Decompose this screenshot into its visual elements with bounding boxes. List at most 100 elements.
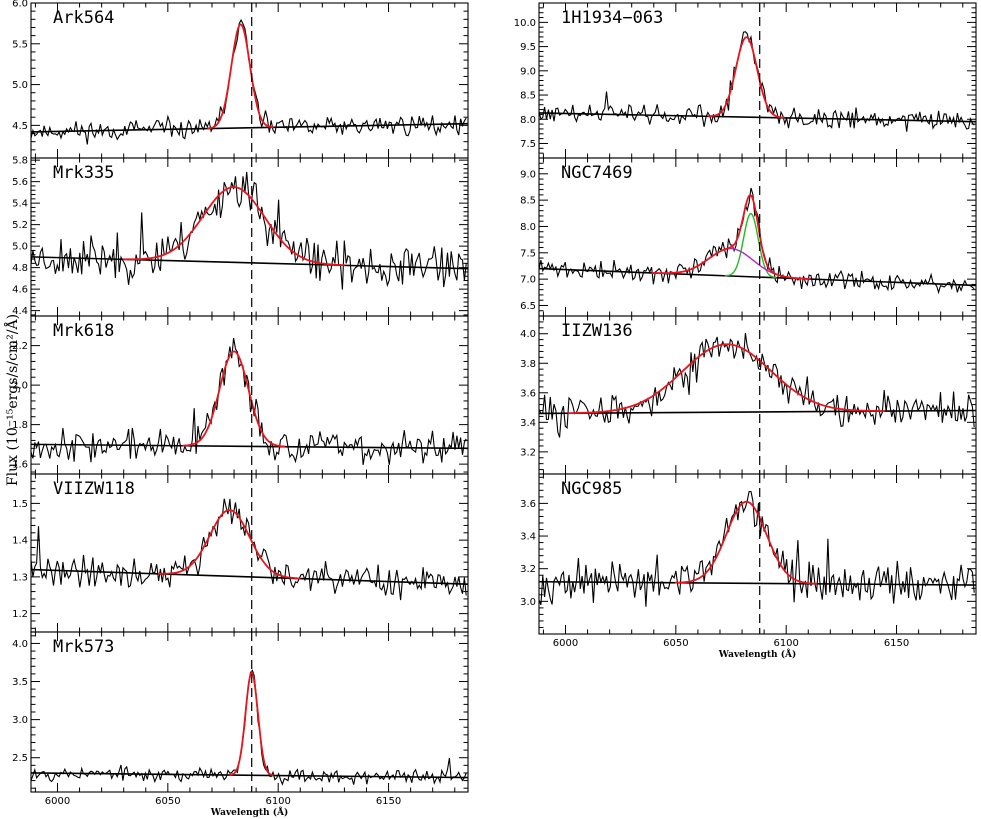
y-tick-label: 4.5: [12, 121, 28, 132]
y-tick-label: 8.5: [520, 196, 536, 207]
gaussian-fit: [675, 500, 818, 585]
spectrum-panel-6: 7.5 8.0 8.5 9.0 9.5 10.0 1H1934−063: [514, 2, 977, 159]
y-tick-label: 1.3: [12, 572, 28, 583]
panel-title: Mrk335: [53, 163, 114, 183]
panel-frame: [538, 473, 977, 635]
y-tick-label: 5.4: [12, 199, 28, 210]
y-tick-label: 5.0: [12, 242, 28, 253]
panel-title: IIZW136: [561, 321, 633, 341]
y-tick-label: 3.8: [520, 359, 536, 370]
y-tick-label: 3.0: [12, 715, 28, 726]
spectrum-line: [539, 490, 975, 607]
y-tick-label: 6.5: [520, 301, 536, 312]
plot-area: [539, 31, 976, 132]
spectrum-panel-2: 4.4 4.6 4.8 5.0 5.2 5.4 5.6 5.8 Mrk335: [12, 156, 469, 317]
y-tick-label: 3.6: [520, 388, 536, 399]
y-tick-label: 3.2: [520, 564, 536, 575]
y-tick-label: 1.8: [12, 420, 28, 431]
y-tick-label: 6.0: [12, 0, 28, 10]
gaussian-fit: [229, 670, 274, 777]
spectrum-line: [31, 171, 467, 290]
y-tick-label: 7.5: [520, 139, 536, 150]
spectrum-panel-4: 1.2 1.3 1.4 1.5 VIIZW118: [12, 473, 469, 633]
gaussian-fit: [567, 343, 886, 415]
y-tick-label: 9.5: [520, 42, 536, 53]
y-tick-label: 5.2: [12, 220, 28, 231]
x-axis-label: Wavelength (Å): [210, 806, 288, 818]
y-tick-label: 3.5: [12, 677, 28, 688]
x-tick-label: 6000: [553, 638, 578, 649]
spectrum-panel-1: 4.5 5.0 5.5 6.0 Ark564: [12, 0, 469, 159]
y-tick-label: 7.0: [520, 275, 536, 286]
spectrum-line: [539, 333, 975, 438]
x-tick-label: 6050: [663, 638, 688, 649]
gaussian-fit: [182, 350, 286, 448]
y-tick-label: 4.6: [12, 285, 28, 296]
continuum-line: [539, 409, 976, 415]
spectrum-panel-9: 3.0 3.2 3.4 3.6 NGC985 6000 6050 6100 6150 Wavele…: [520, 473, 977, 660]
x-tick-label: 6100: [773, 638, 798, 649]
y-tick-label: 3.2: [520, 447, 536, 458]
panel-title: NGC7469: [561, 163, 633, 183]
y-tick-label: 9.0: [520, 66, 536, 77]
x-tick-label: 6100: [265, 796, 290, 807]
y-tick-label: 8.0: [520, 222, 536, 233]
spectrum-panel-7: 6.5 7.0 7.5 8.0 8.5 9.0 NGC7469: [520, 157, 977, 317]
component-gaussian-1: [724, 212, 777, 279]
y-tick-label: 5.5: [12, 39, 28, 50]
y-tick-label: 3.4: [520, 418, 536, 429]
spectrum-panel-8: 3.2 3.4 3.6 3.8 4.0 IIZW136: [520, 315, 977, 475]
y-tick-label: 4.4: [12, 306, 28, 317]
gaussian-fit: [207, 23, 274, 130]
y-tick-label: 9.0: [520, 169, 536, 180]
plot-area: [31, 498, 468, 601]
spectrum-line: [31, 498, 467, 601]
continuum-line: [31, 122, 468, 133]
panel-title: Mrk618: [53, 321, 114, 341]
plot-area: [539, 490, 976, 607]
y-tick-label: 8.0: [520, 115, 536, 126]
y-tick-label: 5.0: [12, 80, 28, 91]
y-tick-label: 4.8: [12, 263, 28, 274]
x-tick-label: 6050: [155, 796, 180, 807]
y-tick-label: 1.6: [12, 460, 28, 471]
y-tick-label: 2.0: [12, 381, 28, 392]
continuum-line: [539, 267, 976, 287]
y-tick-label: 10.0: [514, 18, 536, 29]
gaussian-fit: [122, 186, 345, 267]
spectrum-line: [31, 337, 467, 465]
y-tick-label: 1.2: [12, 609, 28, 620]
plot-area: [31, 337, 468, 465]
y-tick-label: 2.5: [12, 753, 28, 764]
y-tick-label: 1.5: [12, 499, 28, 510]
plot-area: [539, 187, 976, 295]
y-tick-label: 7.5: [520, 248, 536, 259]
y-tick-label: 5.8: [12, 156, 28, 167]
continuum-line: [539, 112, 976, 123]
y-tick-label: 1.4: [12, 536, 28, 547]
plot-area: [539, 333, 976, 438]
continuum-line: [31, 443, 468, 450]
x-tick-label: 6150: [884, 638, 909, 649]
y-axis-label: Flux (10⁻¹⁵ergs/s/cm²/Å): [3, 314, 21, 486]
continuum-line: [31, 256, 468, 270]
continuum-line: [31, 772, 468, 779]
x-tick-label: 6000: [45, 796, 70, 807]
y-tick-label: 3.0: [520, 597, 536, 608]
panel-title: NGC985: [561, 479, 622, 499]
spectrum-panel-3: 1.6 1.8 2.0 2.2 Mrk618: [12, 315, 469, 475]
panel-title: Mrk573: [53, 637, 114, 657]
panel-title: Ark564: [53, 8, 114, 28]
panel-title: 1H1934−063: [561, 8, 663, 28]
spectrum-panel-5: 2.5 3.0 3.5 4.0 Mrk573 6000 6050 6100 6150 Wavele…: [12, 631, 469, 818]
plot-area: [31, 18, 468, 145]
plot-area: [31, 171, 468, 290]
continuum-line: [539, 580, 976, 586]
y-tick-label: 2.2: [12, 341, 28, 352]
y-tick-label: 5.6: [12, 177, 28, 188]
y-tick-label: 4.0: [12, 639, 28, 650]
y-tick-label: 4.0: [520, 329, 536, 340]
plot-area: [31, 669, 468, 786]
continuum-line: [31, 568, 468, 586]
y-tick-label: 3.6: [520, 499, 536, 510]
